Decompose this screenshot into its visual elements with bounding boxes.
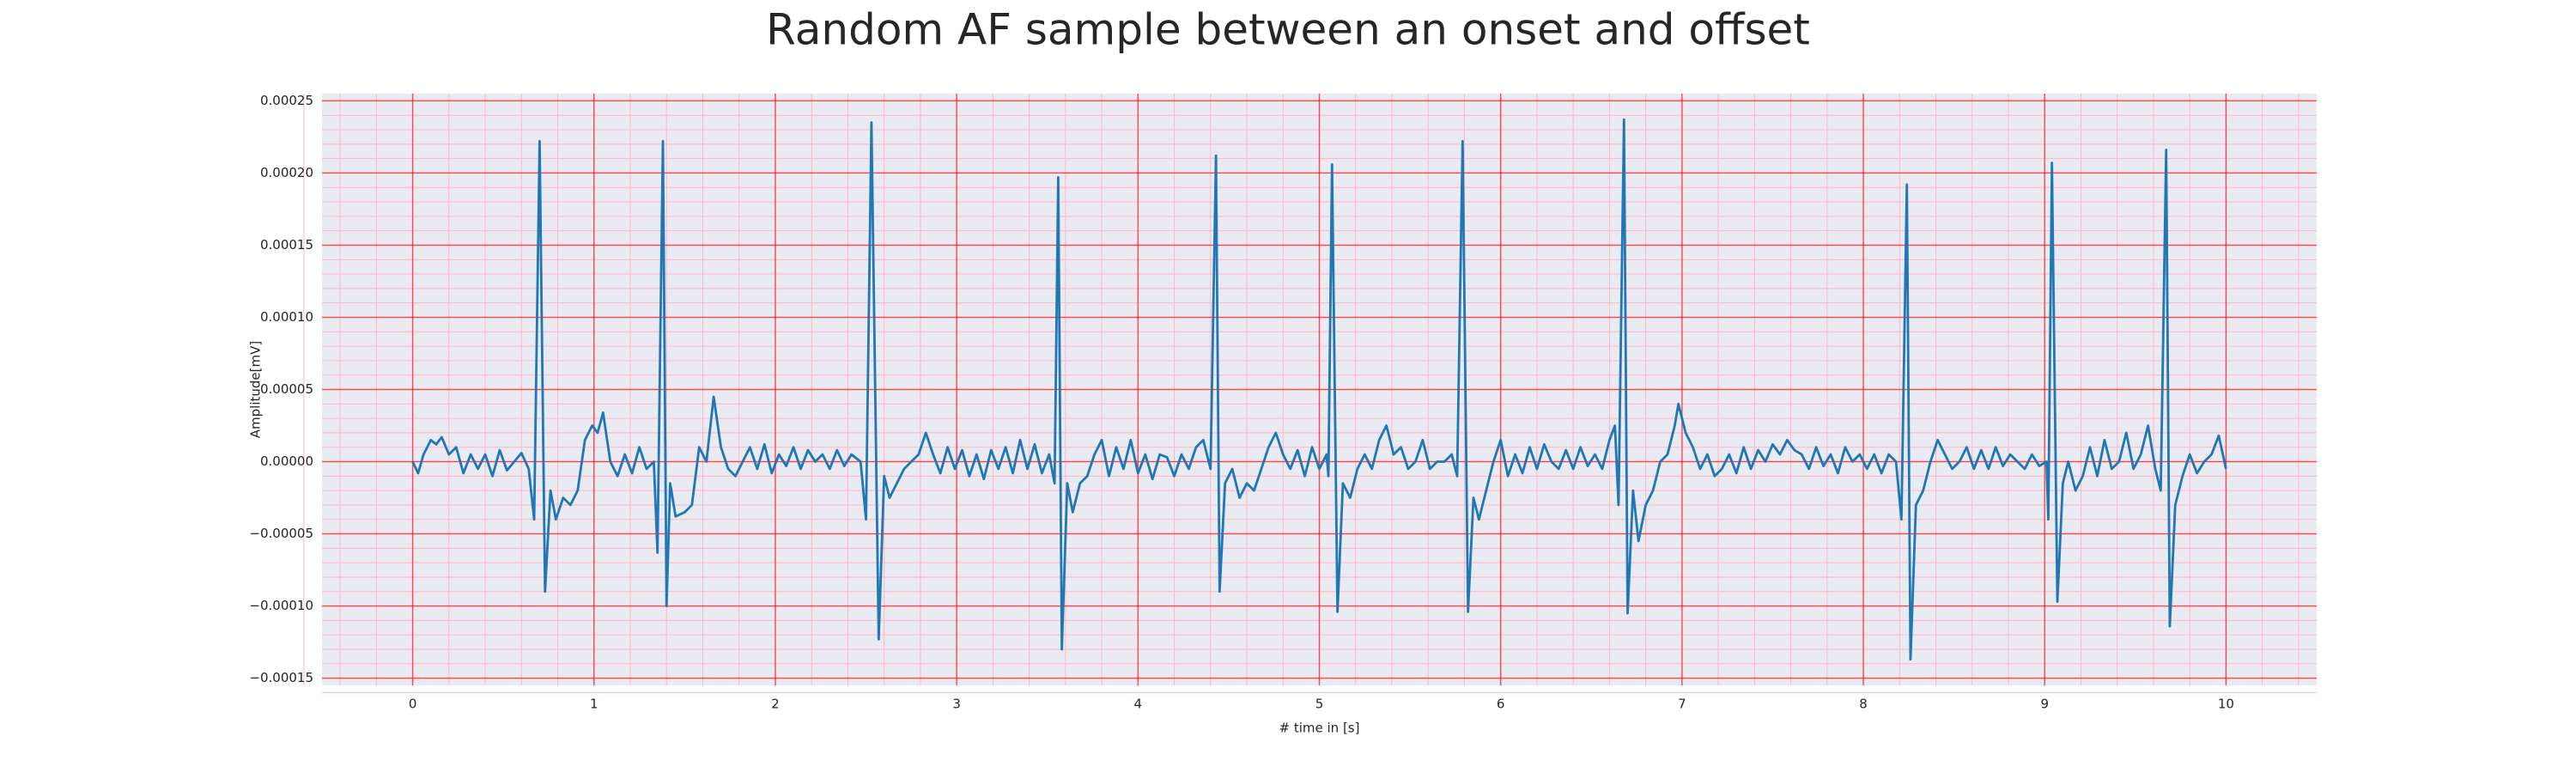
y-tick-label: 0.00025 <box>260 93 313 108</box>
x-tick-label: 10 <box>2218 697 2234 712</box>
y-tick-label: 0.00000 <box>260 453 313 469</box>
y-tick-label: −0.00010 <box>249 598 313 613</box>
x-tick-label: 0 <box>409 697 417 712</box>
x-tick-label: 1 <box>590 697 598 712</box>
y-tick-label: 0.00020 <box>260 165 313 180</box>
y-tick-label: −0.00005 <box>249 526 313 541</box>
x-tick-label: 5 <box>1315 697 1324 712</box>
x-tick-label: 6 <box>1497 697 1505 712</box>
x-tick-label: 3 <box>952 697 961 712</box>
x-tick-label: 4 <box>1134 697 1143 712</box>
x-tick-label: 8 <box>1859 697 1868 712</box>
x-tick-label: 2 <box>771 697 780 712</box>
signal-line <box>411 118 2227 661</box>
y-tick-label: 0.00015 <box>260 237 313 253</box>
x-tick-label: 9 <box>2040 697 2049 712</box>
y-tick-label: 0.00010 <box>260 309 313 325</box>
y-tick-label: −0.00015 <box>249 670 313 685</box>
chart-title: Random AF sample between an onset and of… <box>766 5 1810 55</box>
x-tick-label: 7 <box>1678 697 1686 712</box>
x-axis-label: # time in [s] <box>1279 721 1360 736</box>
y-axis-label: Amplitude[mV] <box>248 341 264 438</box>
y-tick-label: 0.00005 <box>260 381 313 397</box>
